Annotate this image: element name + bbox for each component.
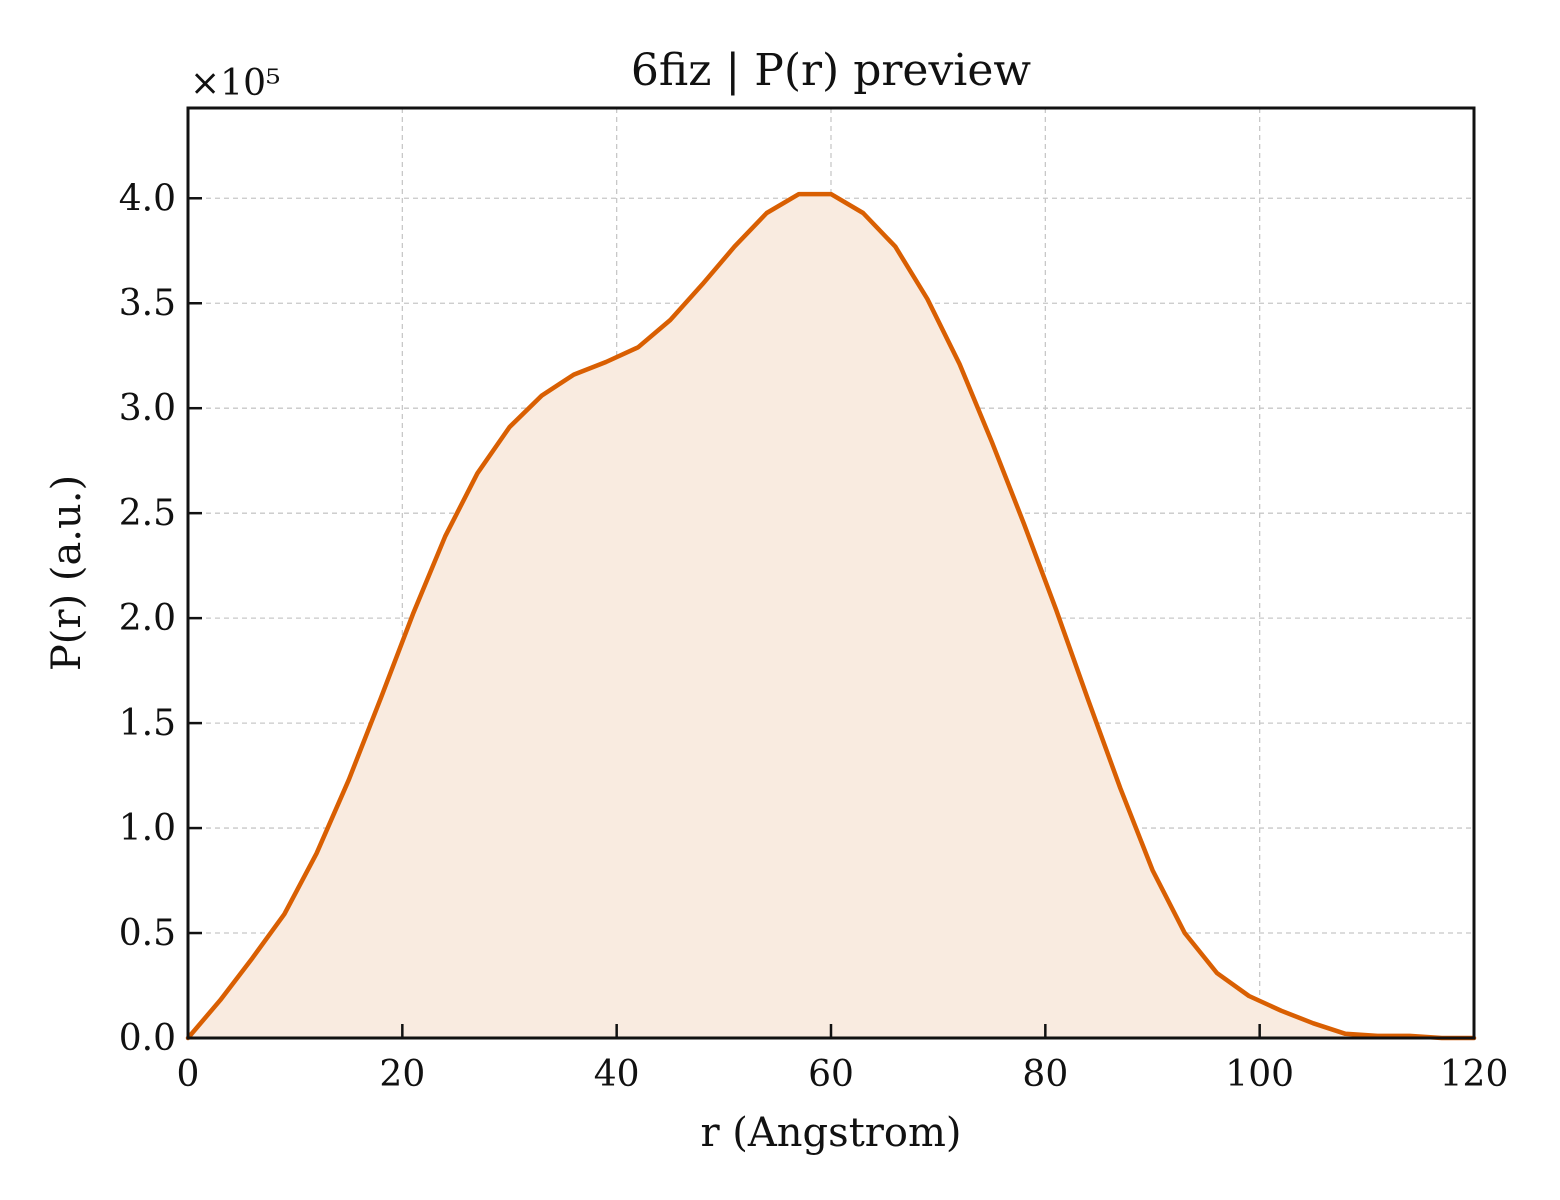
chart-title: 6fiz | P(r) preview bbox=[631, 45, 1031, 96]
series-line bbox=[185, 191, 1477, 1041]
x-axis-label: r (Angstrom) bbox=[700, 1110, 961, 1156]
x-tick-label: 20 bbox=[379, 1054, 425, 1095]
y-tick-label: 1.0 bbox=[119, 808, 176, 849]
axis-ticks: 0 20 40 60 80 100 120 0.0 0.5 1.0 1.5 2.0 2.5 3.0 3.5 4… bbox=[119, 178, 1509, 1095]
y-tick-label: 1.5 bbox=[119, 703, 176, 744]
x-tick-label: 60 bbox=[808, 1054, 854, 1095]
x-tick-label: 80 bbox=[1022, 1054, 1068, 1095]
y-tick-label: 3.0 bbox=[119, 388, 176, 429]
y-tick-label: 4.0 bbox=[119, 178, 176, 219]
area-fill bbox=[188, 194, 1474, 1039]
x-tick-label: 100 bbox=[1225, 1054, 1294, 1095]
y-axis-label: P(r) (a.u.) bbox=[44, 475, 90, 671]
y-multiplier-label: ×10⁵ bbox=[190, 63, 280, 104]
y-tick-label: 0.0 bbox=[119, 1018, 176, 1059]
y-tick-label: 0.5 bbox=[119, 913, 176, 954]
x-tick-label: 40 bbox=[594, 1054, 640, 1095]
y-tick-label: 2.0 bbox=[119, 598, 176, 639]
y-tick-label: 3.5 bbox=[119, 283, 176, 324]
plot-frame bbox=[186, 106, 1476, 1040]
x-tick-label: 120 bbox=[1440, 1054, 1509, 1095]
x-tick-label: 0 bbox=[177, 1054, 200, 1095]
y-tick-label: 2.5 bbox=[119, 493, 176, 534]
